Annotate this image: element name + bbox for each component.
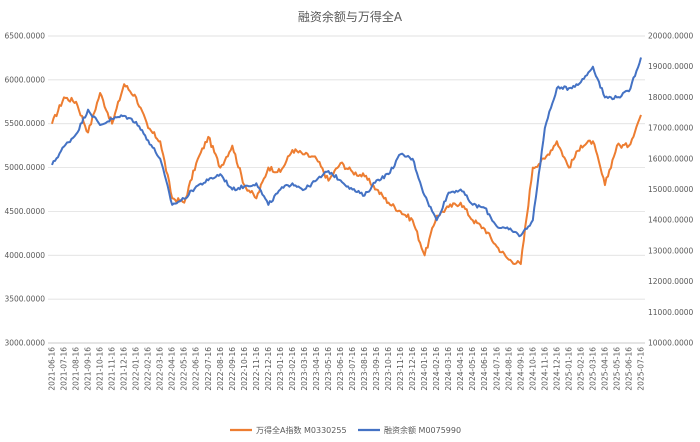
y-right-tick-9: 19000.0000 xyxy=(648,62,694,71)
x-tick-11: 2022-05-16 xyxy=(180,347,189,391)
x-tick-40: 2024-10-16 xyxy=(528,347,537,391)
y-right-tick-4: 14000.0000 xyxy=(648,216,694,225)
x-tick-23: 2023-05-16 xyxy=(324,347,333,391)
x-tick-20: 2023-02-16 xyxy=(288,347,297,391)
x-tick-26: 2023-08-16 xyxy=(360,347,369,391)
y-right-tick-0: 10000.0000 xyxy=(648,339,694,348)
x-tick-8: 2022-02-16 xyxy=(144,347,153,391)
x-tick-28: 2023-10-16 xyxy=(384,347,393,391)
legend-label-0: 万得全A指数 M0330255 xyxy=(256,425,347,435)
y-left-tick-1: 3500.0000 xyxy=(4,295,45,304)
x-tick-5: 2021-11-16 xyxy=(108,347,117,391)
y-left-tick-3: 4500.0000 xyxy=(4,207,45,216)
x-tick-44: 2025-02-16 xyxy=(576,347,585,391)
y-right-tick-3: 13000.0000 xyxy=(648,246,694,255)
legend: 万得全A指数 M0330255 融资余额 M0075990 xyxy=(230,425,461,435)
x-tick-4: 2021-10-16 xyxy=(96,347,105,391)
x-tick-15: 2022-09-16 xyxy=(228,347,237,391)
x-tick-27: 2023-09-16 xyxy=(372,347,381,391)
x-tick-37: 2024-07-16 xyxy=(492,347,501,391)
x-tick-46: 2025-04-16 xyxy=(600,347,609,391)
series-line-0 xyxy=(51,83,642,266)
x-tick-30: 2023-12-16 xyxy=(408,347,417,391)
x-tick-19: 2023-01-16 xyxy=(276,347,285,391)
x-tick-35: 2024-05-16 xyxy=(468,347,477,391)
x-tick-31: 2024-01-16 xyxy=(420,347,429,391)
x-tick-16: 2022-10-16 xyxy=(240,347,249,391)
x-tick-48: 2025-06-16 xyxy=(624,347,633,391)
x-tick-17: 2022-11-16 xyxy=(252,347,261,391)
y-left-tick-7: 6500.0000 xyxy=(4,32,45,41)
y-right-tick-7: 17000.0000 xyxy=(648,124,694,133)
y-right-tick-5: 15000.0000 xyxy=(648,185,694,194)
x-axis: 2021-06-16 2021-07-16 2021-08-16 2021-09-16… xyxy=(48,342,646,391)
x-tick-1: 2021-07-16 xyxy=(60,347,69,391)
y-right-tick-6: 16000.0000 xyxy=(648,154,694,163)
x-tick-32: 2024-02-16 xyxy=(432,347,441,391)
x-tick-29: 2023-11-16 xyxy=(396,347,405,391)
y-left-tick-6: 6000.0000 xyxy=(4,75,45,84)
x-tick-6: 2021-12-16 xyxy=(120,347,129,391)
x-tick-36: 2024-06-16 xyxy=(480,347,489,391)
x-tick-24: 2023-06-16 xyxy=(336,347,345,391)
x-tick-7: 2022-01-16 xyxy=(132,347,141,391)
legend-label-1: 融资余额 M0075990 xyxy=(384,425,461,435)
y-axis-left: 3000.0000 3500.0000 4000.0000 4500.0000 5000… xyxy=(4,32,45,348)
x-tick-10: 2022-04-16 xyxy=(168,347,177,391)
x-tick-22: 2023-04-16 xyxy=(312,347,321,391)
x-tick-9: 2022-03-16 xyxy=(156,347,165,391)
y-right-tick-2: 12000.0000 xyxy=(648,277,694,286)
x-tick-13: 2022-07-16 xyxy=(204,347,213,391)
chart-title: 融资余额与万得全A xyxy=(298,9,403,24)
x-tick-49: 2025-07-16 xyxy=(637,347,646,391)
x-tick-47: 2025-05-16 xyxy=(612,347,621,391)
x-tick-3: 2021-09-16 xyxy=(84,347,93,391)
series-lines xyxy=(51,57,642,266)
x-tick-38: 2024-08-16 xyxy=(504,347,513,391)
y-left-tick-2: 4000.0000 xyxy=(4,251,45,260)
x-tick-34: 2024-04-16 xyxy=(456,347,465,391)
y-left-tick-0: 3000.0000 xyxy=(4,339,45,348)
y-left-tick-5: 5500.0000 xyxy=(4,119,45,128)
y-right-tick-8: 18000.0000 xyxy=(648,93,694,102)
x-tick-2: 2021-08-16 xyxy=(72,347,81,391)
y-axis-right: 10000.0000 11000.0000 12000.0000 13000.0000… xyxy=(648,32,694,348)
x-tick-12: 2022-06-16 xyxy=(192,347,201,391)
y-left-tick-4: 5000.0000 xyxy=(4,163,45,172)
y-right-tick-10: 20000.0000 xyxy=(648,32,694,41)
x-tick-41: 2024-11-16 xyxy=(540,347,549,391)
x-tick-21: 2023-03-16 xyxy=(300,347,309,391)
x-tick-25: 2023-07-16 xyxy=(348,347,357,391)
x-tick-45: 2025-03-16 xyxy=(588,347,597,391)
x-tick-14: 2022-08-16 xyxy=(216,347,225,391)
x-tick-42: 2024-12-16 xyxy=(552,347,561,391)
x-tick-33: 2024-03-16 xyxy=(444,347,453,391)
x-tick-0: 2021-06-16 xyxy=(48,347,57,391)
y-right-tick-1: 11000.0000 xyxy=(648,308,694,317)
x-tick-39: 2024-09-16 xyxy=(516,347,525,391)
series-line-1 xyxy=(51,57,642,238)
x-tick-18: 2022-12-16 xyxy=(264,347,273,391)
x-tick-43: 2025-01-16 xyxy=(564,347,573,391)
